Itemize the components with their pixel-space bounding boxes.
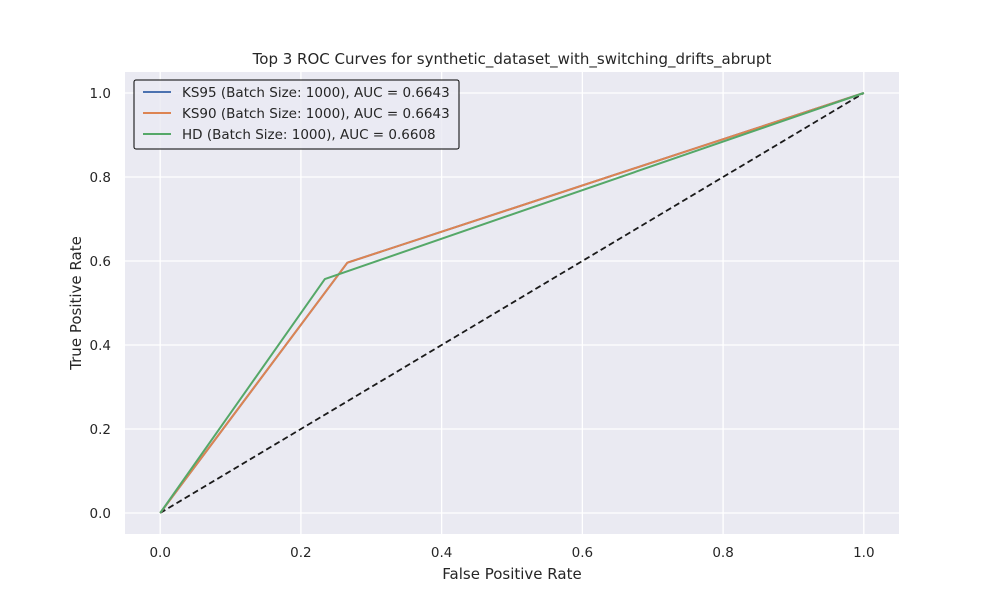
y-tick-label: 0.8 [90,170,111,186]
legend-label-0: KS95 (Batch Size: 1000), AUC = 0.6643 [182,85,450,101]
x-tick-label: 0.0 [149,545,170,561]
series-line-2 [159,92,865,514]
y-tick-label: 1.0 [90,86,111,102]
series-line-1 [159,92,865,514]
y-tick-label: 0.2 [90,422,111,438]
legend-label-1: KS90 (Batch Size: 1000), AUC = 0.6643 [182,106,450,122]
x-tick-labels: 0.0 0.2 0.4 0.6 0.8 1.0 [149,545,874,561]
x-axis-label: False Positive Rate [442,565,581,583]
x-tick-label: 0.6 [572,545,593,561]
y-tick-labels: 0.0 0.2 0.4 0.6 0.8 1.0 [90,86,111,522]
legend-label-2: HD (Batch Size: 1000), AUC = 0.6608 [182,127,436,143]
x-tick-label: 0.4 [431,545,452,561]
legend-box [133,79,460,150]
x-tick-label: 0.8 [712,545,733,561]
legend: KS95 (Batch Size: 1000), AUC = 0.6643 KS9… [133,79,460,150]
chart-title: Top 3 ROC Curves for synthetic_dataset_w… [252,50,772,69]
reference-diagonal-line [159,92,865,514]
y-tick-label: 0.6 [90,254,111,270]
y-tick-label: 0.4 [90,338,111,354]
y-tick-label: 0.0 [90,506,111,522]
x-tick-label: 0.2 [290,545,311,561]
x-tick-label: 1.0 [853,545,874,561]
series-lines [159,92,865,514]
y-axis-label: True Positive Rate [67,236,85,371]
